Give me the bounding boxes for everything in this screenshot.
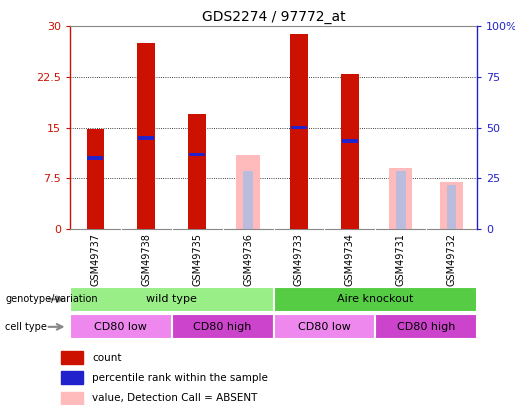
Bar xyxy=(243,171,253,229)
Bar xyxy=(273,287,477,312)
Bar xyxy=(291,126,307,130)
Bar xyxy=(61,371,83,384)
Text: Aire knockout: Aire knockout xyxy=(337,294,414,304)
Bar xyxy=(171,314,273,339)
Text: CD80 high: CD80 high xyxy=(397,322,455,332)
Bar xyxy=(188,114,206,229)
Bar xyxy=(341,74,359,229)
Text: CD80 high: CD80 high xyxy=(194,322,252,332)
Text: GSM49732: GSM49732 xyxy=(447,233,457,286)
Bar xyxy=(61,351,83,364)
Title: GDS2274 / 97772_at: GDS2274 / 97772_at xyxy=(202,10,346,24)
Bar xyxy=(342,139,358,143)
Text: cell type: cell type xyxy=(5,322,47,332)
Bar xyxy=(87,129,105,229)
Text: CD80 low: CD80 low xyxy=(298,322,351,332)
Bar xyxy=(447,185,456,229)
Text: wild type: wild type xyxy=(146,294,197,304)
Text: GSM49738: GSM49738 xyxy=(141,233,151,286)
Bar xyxy=(70,287,273,312)
Text: GSM49736: GSM49736 xyxy=(243,233,253,286)
Bar xyxy=(138,43,155,229)
Text: GSM49734: GSM49734 xyxy=(345,233,355,286)
Text: count: count xyxy=(92,353,122,362)
Bar xyxy=(70,314,171,339)
Bar xyxy=(273,314,375,339)
Text: percentile rank within the sample: percentile rank within the sample xyxy=(92,373,268,383)
Bar xyxy=(440,181,463,229)
Text: genotype/variation: genotype/variation xyxy=(5,294,98,304)
Bar xyxy=(61,392,83,405)
Bar xyxy=(236,155,260,229)
Text: CD80 low: CD80 low xyxy=(94,322,147,332)
Bar xyxy=(88,156,104,160)
Bar xyxy=(375,314,477,339)
Text: value, Detection Call = ABSENT: value, Detection Call = ABSENT xyxy=(92,393,258,403)
Text: GSM49735: GSM49735 xyxy=(192,233,202,286)
Text: GSM49737: GSM49737 xyxy=(91,233,100,286)
Bar xyxy=(290,34,308,229)
Bar xyxy=(189,153,205,156)
Bar xyxy=(389,168,413,229)
Bar xyxy=(139,136,154,140)
Bar xyxy=(396,171,406,229)
Text: GSM49731: GSM49731 xyxy=(396,233,406,286)
Text: GSM49733: GSM49733 xyxy=(294,233,304,286)
